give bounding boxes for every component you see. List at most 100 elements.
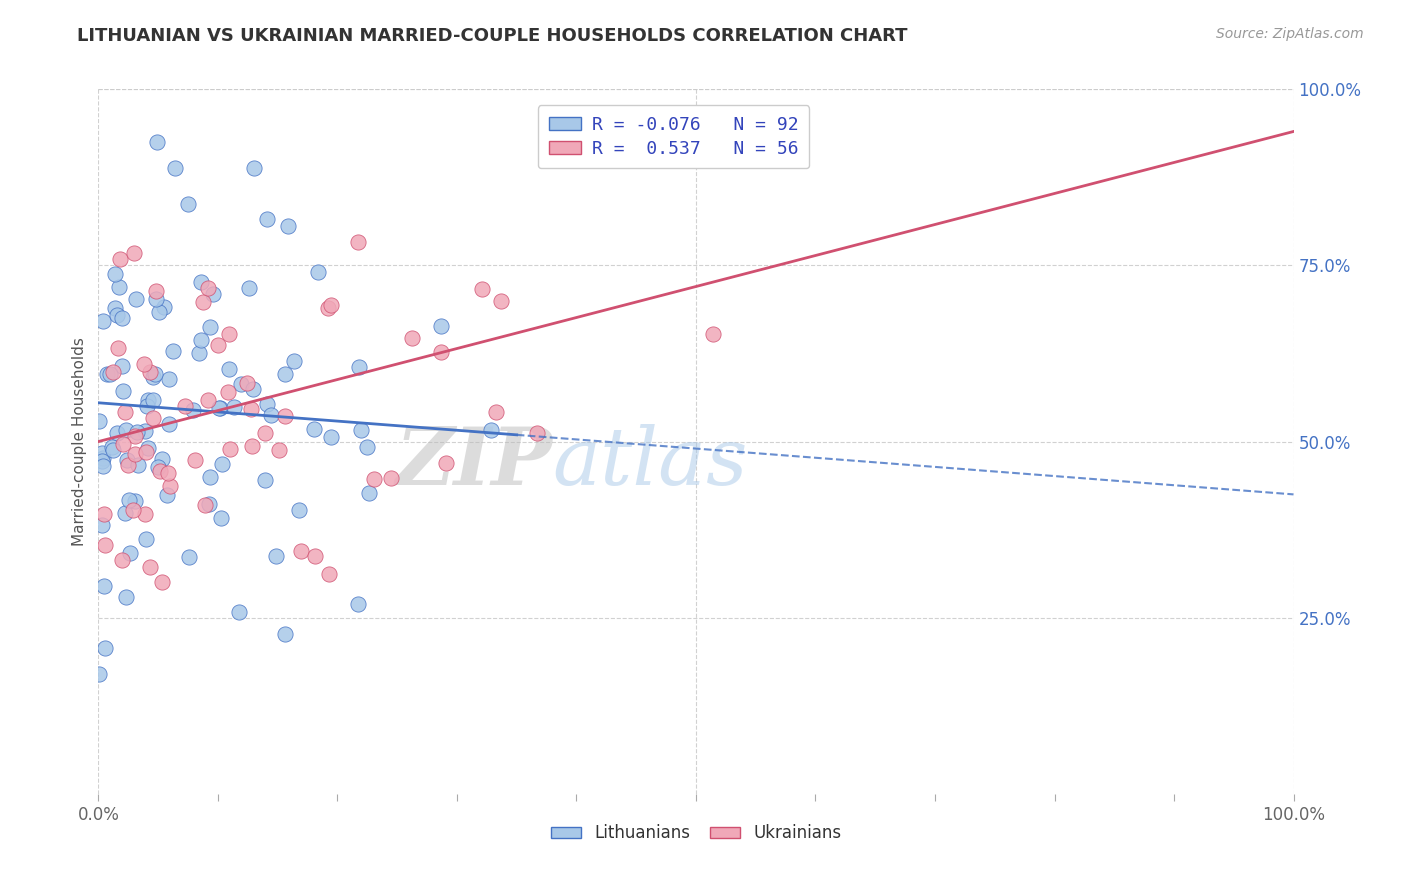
Point <box>243 161 266 175</box>
Point <box>103 267 125 281</box>
Point <box>136 392 159 407</box>
Point <box>197 497 219 511</box>
Point <box>401 331 423 345</box>
Point <box>94 538 117 552</box>
Point <box>157 372 180 386</box>
Point <box>274 367 297 381</box>
Point <box>526 425 548 440</box>
Point <box>150 575 173 590</box>
Point <box>240 402 263 417</box>
Point <box>101 443 124 458</box>
Point <box>114 405 136 419</box>
Point <box>357 485 380 500</box>
Point <box>274 409 297 424</box>
Point <box>108 252 131 266</box>
Point <box>190 275 212 289</box>
Point <box>156 488 179 502</box>
Point <box>114 506 136 520</box>
Point <box>142 369 165 384</box>
Point <box>122 245 145 260</box>
Point <box>316 301 339 315</box>
Point <box>124 494 146 508</box>
Point <box>218 362 240 376</box>
Point <box>141 411 163 425</box>
Point <box>150 451 173 466</box>
Point <box>91 445 114 459</box>
Point <box>117 458 139 473</box>
Point <box>135 533 157 547</box>
Point <box>136 442 159 456</box>
Point <box>105 425 128 440</box>
Point <box>153 301 176 315</box>
Point <box>702 327 724 342</box>
Point <box>198 320 221 334</box>
Point <box>346 235 368 249</box>
Point <box>91 314 114 328</box>
Point <box>157 467 180 481</box>
Point <box>208 401 231 415</box>
Point <box>183 403 205 417</box>
Point <box>177 197 200 211</box>
Point <box>146 459 169 474</box>
Point <box>264 549 287 563</box>
Point <box>347 597 370 611</box>
Point <box>139 366 162 380</box>
Point <box>211 458 233 472</box>
Point <box>242 382 264 396</box>
Point <box>229 377 252 392</box>
Point <box>218 327 240 342</box>
Point <box>256 396 278 410</box>
Point <box>380 471 402 485</box>
Point <box>111 384 134 398</box>
Point <box>208 401 231 415</box>
Point <box>347 360 370 375</box>
Point <box>111 553 134 567</box>
Point <box>145 368 167 382</box>
Point <box>197 281 219 295</box>
Point <box>217 384 239 399</box>
Text: Source: ZipAtlas.com: Source: ZipAtlas.com <box>1216 27 1364 41</box>
Point <box>96 367 118 381</box>
Point <box>124 447 146 461</box>
Point <box>356 440 378 454</box>
Point <box>228 605 250 619</box>
Point <box>253 425 276 440</box>
Point <box>277 219 299 234</box>
Point <box>91 458 114 473</box>
Point <box>117 453 139 467</box>
Point <box>218 442 240 457</box>
Point <box>139 560 162 574</box>
Text: ZIP: ZIP <box>395 424 553 501</box>
Point <box>307 265 329 279</box>
Point <box>165 161 187 176</box>
Point <box>146 135 169 149</box>
Point <box>127 425 149 440</box>
Point <box>122 503 145 517</box>
Point <box>142 392 165 407</box>
Point <box>90 518 112 533</box>
Point <box>287 503 309 517</box>
Point <box>363 472 385 486</box>
Point <box>254 473 277 487</box>
Point <box>94 640 117 655</box>
Point <box>91 451 114 466</box>
Point <box>260 408 283 422</box>
Point <box>134 424 156 438</box>
Point <box>148 304 170 318</box>
Point <box>149 464 172 478</box>
Point <box>145 284 167 298</box>
Point <box>302 422 325 436</box>
Point <box>173 399 195 413</box>
Point <box>162 344 184 359</box>
Point <box>111 310 134 325</box>
Point <box>194 498 217 512</box>
Point <box>430 344 453 359</box>
Point <box>134 357 156 371</box>
Point <box>235 376 257 390</box>
Point <box>274 627 297 641</box>
Point <box>471 282 494 296</box>
Point <box>350 424 373 438</box>
Point <box>177 549 200 564</box>
Point <box>224 400 246 414</box>
Point <box>429 318 451 333</box>
